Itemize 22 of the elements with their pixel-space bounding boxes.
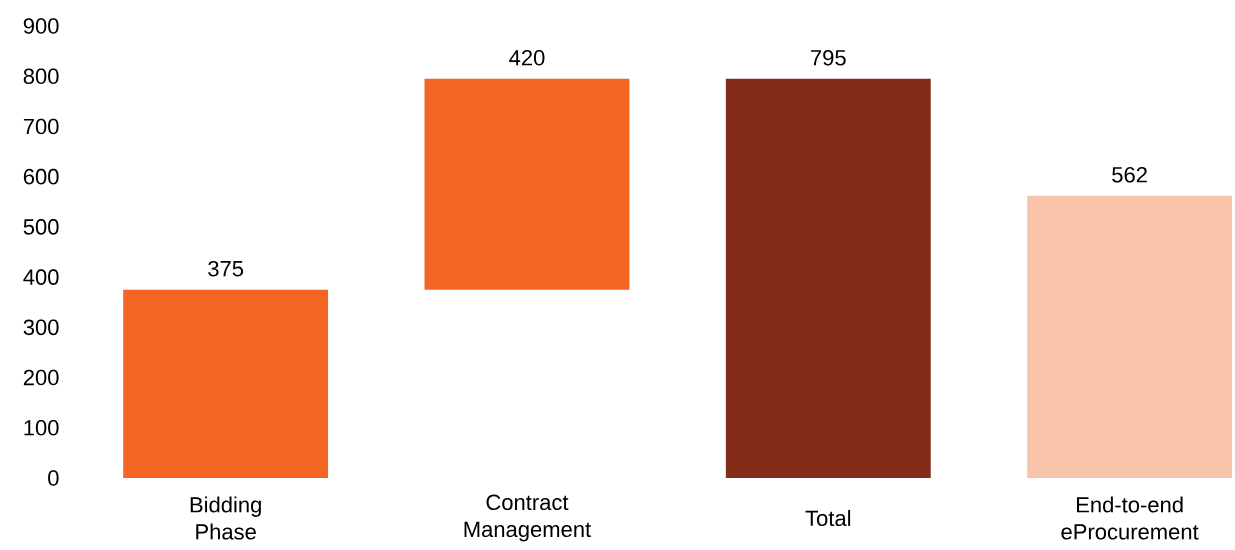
x-tick-label: Contract Management: [464, 494, 592, 542]
x-tick-label: Bidding Phase: [190, 496, 261, 540]
y-tick-label: 400: [23, 269, 59, 285]
data-label: 562: [1112, 166, 1147, 183]
data-label: 795: [811, 49, 846, 66]
y-tick-label: 0: [48, 470, 59, 486]
y-tick-label: 200: [23, 369, 59, 386]
y-tick-label: 500: [23, 219, 59, 235]
y-tick-label: 300: [23, 319, 59, 336]
bar: [725, 78, 931, 478]
y-tick-label: 700: [23, 118, 59, 135]
bar: [424, 78, 630, 290]
data-label: 375: [208, 260, 244, 277]
y-tick-label: 900: [23, 18, 59, 34]
x-tick-label: End-to-end eProcurement: [1061, 496, 1199, 540]
y-tick-label: 800: [23, 68, 59, 85]
data-label: 420: [509, 49, 545, 66]
y-tick-label: 100: [24, 419, 59, 436]
bar: [123, 289, 329, 478]
bar: [1027, 195, 1233, 478]
y-tick-label: 600: [23, 168, 59, 185]
x-tick-label: Total: [805, 509, 851, 527]
